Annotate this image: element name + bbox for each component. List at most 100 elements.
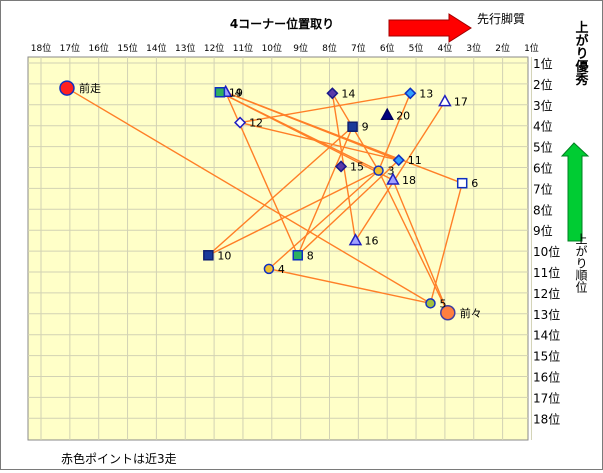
green-up-arrow-icon: [560, 142, 590, 242]
right-upper-label-text: 上がり優秀: [573, 21, 590, 87]
data-point: 15: [334, 160, 364, 173]
point-marker: [380, 107, 394, 120]
data-point: 10: [203, 249, 231, 262]
y-tick-label: 4位: [533, 119, 553, 134]
data-point: 11: [392, 154, 422, 167]
x-tick-label: 1位: [524, 42, 539, 54]
data-point: 14: [326, 87, 355, 100]
point-label: 11: [408, 154, 422, 167]
point-label: 16: [364, 235, 378, 248]
x-tick-label: 6位: [380, 42, 395, 54]
red-arrow-icon: [388, 13, 472, 43]
right-upper-label: 上がり優秀: [573, 21, 590, 87]
connector-line: [268, 268, 431, 305]
point-label: 4: [278, 263, 285, 276]
data-point: 20: [380, 107, 410, 122]
data-point: 6: [456, 177, 478, 190]
connector-line: [354, 101, 446, 242]
data-point: 9: [347, 121, 369, 134]
point-marker: [392, 154, 405, 167]
connector-line: [219, 91, 379, 172]
y-tick-label: 17位: [533, 390, 560, 405]
data-point: 13: [404, 87, 433, 100]
point-marker: [425, 298, 436, 309]
y-tick-label: 8位: [533, 202, 553, 217]
x-tick-label: 2位: [495, 42, 510, 54]
point-marker: [404, 87, 417, 100]
point-label: 14: [341, 87, 355, 100]
point-marker: [59, 80, 75, 96]
x-tick-label: 17位: [60, 42, 80, 54]
point-label: 8: [307, 249, 314, 262]
connector-line: [377, 93, 411, 171]
grid: [28, 57, 532, 440]
y-tick-label: 16位: [533, 370, 560, 385]
data-point: 8: [292, 249, 314, 262]
y-tick-label: 14位: [533, 328, 560, 343]
y-tick-label: 18位: [533, 411, 560, 426]
x-tick-label: 16位: [88, 42, 108, 54]
point-marker: [234, 116, 247, 129]
data-point: 19: [214, 86, 243, 99]
x-tick-label: 3位: [466, 42, 481, 54]
point-marker: [203, 250, 214, 261]
data-point: 前走: [59, 80, 101, 96]
x-tick-label: 7位: [351, 42, 366, 54]
point-label: 9: [362, 121, 369, 134]
data-point: 3: [373, 165, 395, 178]
point-label: 6: [471, 177, 478, 190]
point-label: 前々: [460, 306, 482, 320]
point-label: 15: [350, 160, 364, 173]
y-tick-label: 1位: [533, 56, 553, 71]
y-tick-label: 7位: [533, 181, 553, 196]
connector-line: [297, 159, 400, 256]
chart-title: 4コーナー位置取り: [230, 16, 334, 31]
point-label: 18: [402, 174, 416, 187]
point-marker: [348, 233, 363, 246]
data-point: 12: [234, 116, 263, 130]
x-tick-label: 8位: [322, 42, 337, 54]
point-marker: [373, 165, 384, 176]
y-tick-label: 6位: [533, 161, 553, 176]
y-axis-ticks: 1位 2位 3位 4位 5位 6位 7位 8位 9位 10位 11位 12位 13位 14位 15位 16位 1…: [533, 56, 560, 426]
point-marker: [334, 160, 348, 173]
point-marker: [214, 87, 226, 98]
connector-line: [377, 170, 449, 314]
point-label: 20: [396, 109, 410, 122]
x-tick-label: 15位: [117, 42, 137, 54]
point-label: 17: [454, 96, 468, 109]
y-tick-label: 2位: [533, 77, 553, 92]
y-tick-label: 3位: [533, 98, 553, 113]
connector-line: [268, 170, 380, 270]
y-tick-label: 15位: [533, 349, 560, 364]
x-tick-label: 9位: [293, 42, 308, 54]
x-tick-label: 10位: [262, 42, 282, 54]
point-marker: [438, 94, 452, 107]
connector-line: [239, 92, 411, 124]
connector-line: [239, 121, 399, 161]
point-label: 5: [439, 297, 446, 310]
point-marker: [456, 177, 468, 189]
point-marker: [292, 250, 304, 261]
y-tick-label: 5位: [533, 140, 553, 155]
data-point: 17: [438, 94, 468, 109]
footnote: 赤色ポイントは近3走: [61, 452, 177, 466]
point-label: 4: [235, 86, 242, 99]
connector-line: [207, 126, 354, 256]
connector-line: [297, 126, 354, 256]
connector-line: [225, 91, 463, 184]
connector-line: [429, 182, 463, 304]
y-tick-label: 12位: [533, 286, 560, 301]
x-axis-ticks: 18位 17位 16位 15位 14位 13位 12位 11位 10位 9位 8位 7位 6位 5位 4位 3…: [31, 42, 539, 54]
x-tick-label: 18位: [31, 42, 51, 54]
x-tick-label: 11位: [233, 42, 253, 54]
x-tick-label: 14位: [146, 42, 166, 54]
point-marker: [326, 87, 339, 100]
connector-line: [208, 170, 379, 256]
connector-line: [392, 179, 449, 314]
right-lower-label: 上がり順位: [574, 233, 588, 293]
point-label: 前走: [79, 81, 101, 95]
point-label: 10: [217, 249, 231, 262]
